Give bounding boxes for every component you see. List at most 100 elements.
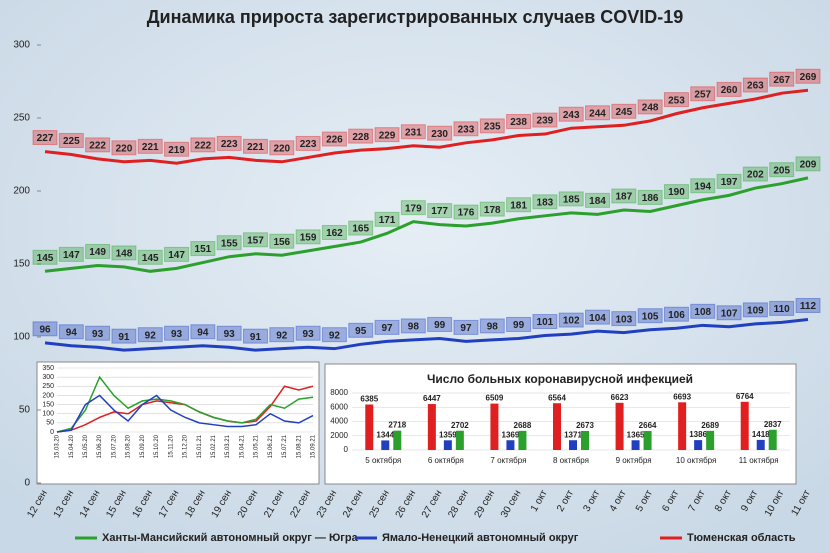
x-tick-label: 7 октября <box>490 456 526 465</box>
value-label: 253 <box>668 95 685 106</box>
bar <box>553 403 561 450</box>
value-label: 179 <box>405 203 422 214</box>
value-label: 209 <box>800 160 817 171</box>
x-tick-label: 10 октября <box>676 456 716 465</box>
value-label: 155 <box>221 238 238 249</box>
value-label: 205 <box>773 165 790 176</box>
value-label: 1369 <box>502 430 520 439</box>
y-tick-label: 6000 <box>330 402 348 411</box>
value-label: 101 <box>537 317 554 328</box>
value-label: 269 <box>800 72 817 83</box>
value-label-box <box>137 327 163 343</box>
x-tick-label: 5 октября <box>365 456 401 465</box>
x-tick-label: 15.08.20 <box>126 434 132 458</box>
value-label: 171 <box>379 215 396 226</box>
value-label: 243 <box>563 110 580 121</box>
value-label-box <box>479 318 505 334</box>
value-label-box <box>85 243 111 259</box>
y-tick-label: 100 <box>13 332 30 343</box>
x-tick-label: 15.12.20 <box>183 434 189 458</box>
value-label: 95 <box>355 326 367 337</box>
value-label: 233 <box>458 124 475 135</box>
value-label-box <box>85 325 111 341</box>
value-label: 245 <box>615 107 632 118</box>
value-label: 165 <box>352 224 369 235</box>
value-label: 244 <box>589 108 606 119</box>
bar <box>631 440 640 450</box>
value-label: 238 <box>510 117 527 128</box>
value-label-box <box>400 318 426 334</box>
value-label-box <box>295 135 321 151</box>
value-label: 186 <box>642 193 659 204</box>
y-tick-label: 250 <box>13 113 30 124</box>
value-label: 94 <box>66 327 78 338</box>
value-label: 149 <box>89 247 106 258</box>
value-label: 6623 <box>611 393 629 402</box>
x-tick-label: 15.06.21 <box>268 434 274 458</box>
value-label: 94 <box>197 327 209 338</box>
value-label: 185 <box>563 195 580 206</box>
value-label: 2689 <box>701 421 719 430</box>
value-label: 257 <box>694 89 711 100</box>
value-label: 184 <box>589 196 606 207</box>
y-tick-label: 0 <box>24 478 30 489</box>
value-label-box <box>690 178 716 194</box>
x-tick-label: 8 октября <box>553 456 589 465</box>
bar <box>490 403 499 450</box>
value-label-box <box>532 112 558 128</box>
value-label-box <box>506 114 532 130</box>
value-label-box <box>716 305 742 321</box>
y-tick-label: 300 <box>13 40 30 51</box>
series-line <box>44 317 809 352</box>
value-label-box <box>269 140 295 156</box>
value-label: 260 <box>721 85 738 96</box>
y-tick-label: 200 <box>13 186 30 197</box>
value-label: 235 <box>484 122 501 133</box>
value-label-box <box>637 308 663 324</box>
value-label: 231 <box>405 127 422 138</box>
value-label-box <box>164 246 190 262</box>
value-label: 107 <box>721 308 738 319</box>
y-tick-label: 150 <box>42 401 54 408</box>
x-tick-label: 15.03.20 <box>55 434 61 458</box>
value-label-box <box>611 103 637 119</box>
x-tick-label: 11 октября <box>739 456 779 465</box>
x-tick-label: 15.08.21 <box>296 434 302 458</box>
x-tick-label: 15.04.21 <box>239 434 245 458</box>
value-label: 6447 <box>423 394 441 403</box>
value-label: 105 <box>642 311 659 322</box>
value-label-box <box>190 137 216 153</box>
value-label: 108 <box>694 307 711 318</box>
value-label: 6509 <box>486 394 504 403</box>
value-label: 2673 <box>576 421 594 430</box>
value-label: 263 <box>747 81 764 92</box>
bar <box>581 430 589 450</box>
value-label: 147 <box>63 250 80 261</box>
value-label-box <box>506 197 532 213</box>
bar <box>381 440 390 450</box>
value-label-box <box>690 86 716 102</box>
value-label: 159 <box>300 233 317 244</box>
value-label: 202 <box>747 170 764 181</box>
value-label: 229 <box>379 130 396 141</box>
value-label-box <box>795 156 821 172</box>
value-label: 98 <box>408 322 420 333</box>
value-label: 97 <box>381 323 393 334</box>
y-tick-label: 4000 <box>330 417 348 426</box>
value-label: 92 <box>145 330 157 341</box>
x-tick-label: 15.07.20 <box>111 434 117 458</box>
value-label-box <box>663 184 689 200</box>
series-line <box>56 394 314 433</box>
value-label: 221 <box>247 142 264 153</box>
value-label-box <box>690 303 716 319</box>
value-label: 176 <box>458 208 475 219</box>
x-tick-label: 15.07.21 <box>282 434 288 458</box>
bar <box>427 404 436 450</box>
value-label-box <box>532 314 558 330</box>
value-label: 93 <box>92 329 104 340</box>
value-label-box <box>611 188 637 204</box>
chart-title: Динамика прироста зарегистрированных слу… <box>147 7 684 27</box>
value-label-box <box>111 328 137 344</box>
x-tick-label: 15.03.21 <box>225 434 231 458</box>
legend-label: Ямало-Ненецкий автономный округ <box>382 532 579 544</box>
